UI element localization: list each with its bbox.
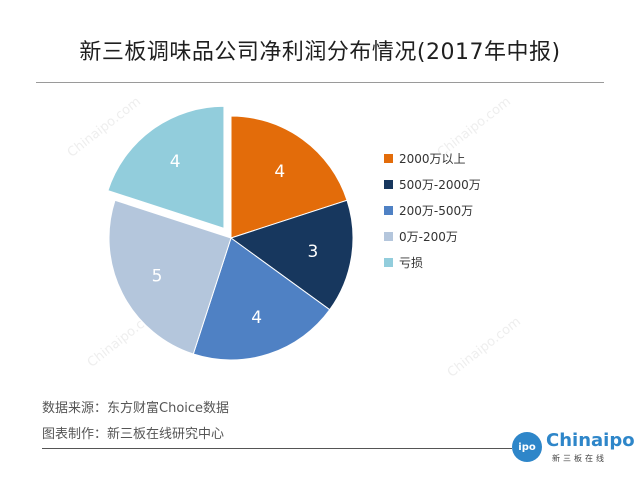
- logo-wordmark: Chinaipo: [546, 430, 635, 451]
- legend-label: 200万-500万: [399, 204, 473, 218]
- logo-badge-icon: ipo: [512, 432, 542, 462]
- source-note: 数据来源：东方财富Choice数据: [42, 401, 230, 416]
- chart-title: 新三板调味品公司净利润分布情况(2017年中报): [79, 40, 561, 65]
- legend-label: 2000万以上: [399, 152, 466, 166]
- credit-note: 图表制作：新三板在线研究中心: [42, 427, 225, 442]
- logo-subtitle: 新三板在线: [552, 454, 607, 463]
- footer-divider: [42, 448, 512, 449]
- legend-swatch: [384, 180, 393, 189]
- legend-label: 0万-200万: [399, 230, 458, 244]
- slice-value-label: 4: [274, 162, 285, 182]
- legend-swatch: [384, 206, 393, 215]
- pie-slice: [230, 115, 348, 239]
- legend-swatch: [384, 232, 393, 241]
- slice-value-label: 5: [152, 267, 163, 287]
- title-divider: [36, 82, 604, 83]
- legend-label: 500万-2000万: [399, 178, 481, 192]
- legend-swatch: [384, 154, 393, 163]
- pie-slice: [108, 199, 232, 355]
- pie-slice: [192, 237, 331, 361]
- slice-value-label: 4: [251, 308, 262, 328]
- legend-label: 亏损: [399, 256, 423, 270]
- pie-slice: [107, 105, 225, 229]
- slice-value-label: 3: [308, 242, 319, 262]
- legend-swatch: [384, 258, 393, 267]
- slice-value-label: 4: [170, 152, 181, 172]
- logo: ipo Chinaipo 新三板在线: [512, 430, 635, 470]
- pie-slice: [229, 199, 354, 311]
